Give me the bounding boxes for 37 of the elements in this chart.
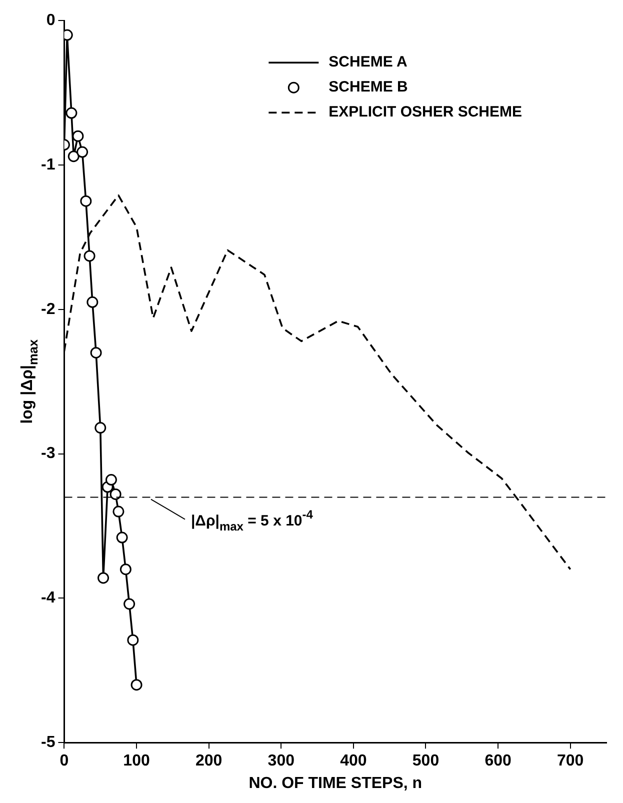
point [66, 107, 78, 119]
point [127, 634, 139, 646]
point [68, 150, 80, 162]
legend-label: EXPLICIT OSHER SCHEME [328, 104, 522, 121]
x-tick-label: 600 [484, 752, 512, 770]
point [94, 422, 106, 434]
point [120, 564, 132, 576]
point [80, 195, 92, 207]
legend-label: SCHEME B [328, 78, 408, 96]
point [86, 296, 98, 308]
y-tick-label: -2 [40, 300, 56, 318]
x-tick-label: 400 [340, 752, 367, 770]
legend-label: SCHEME A [328, 54, 408, 71]
x-tick-label: 500 [412, 752, 440, 770]
x-tick-label: 100 [123, 752, 150, 770]
y-tick-label: -1 [40, 156, 56, 174]
y-tick-label: -4 [40, 590, 56, 607]
point [98, 572, 110, 584]
point [110, 488, 122, 500]
point [84, 250, 96, 262]
y-tick-label: -5 [40, 734, 56, 752]
y-tick-label: 0 [46, 12, 56, 30]
point [76, 146, 88, 158]
y-axis-title: log |Δρ|max [19, 338, 41, 424]
x-tick-label: 0 [60, 752, 69, 770]
x-tick-label: 700 [556, 752, 584, 770]
point [72, 130, 84, 142]
point [116, 532, 128, 544]
point [105, 474, 117, 486]
y-tick-label: -3 [40, 445, 56, 462]
point [130, 679, 142, 691]
x-tick-label: 200 [195, 752, 222, 770]
point [90, 346, 102, 358]
x-axis-title: NO. OF TIME STEPS, n [248, 774, 422, 792]
x-tick-label: 300 [268, 752, 295, 770]
point [112, 506, 124, 518]
point [124, 598, 136, 610]
